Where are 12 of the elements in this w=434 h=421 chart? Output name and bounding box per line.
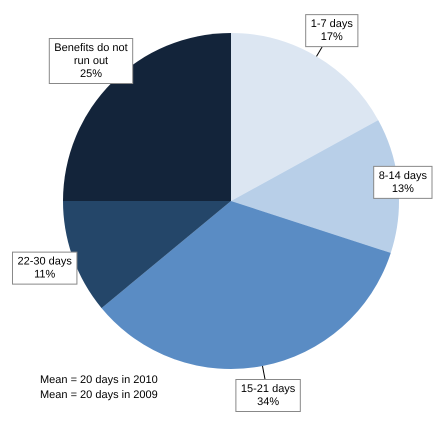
slice-label: 8-14 days	[378, 170, 428, 182]
data-label: 13%	[392, 182, 414, 195]
slice-label: 1-7 days	[310, 18, 354, 30]
slice-label: Benefits do not run out	[54, 42, 128, 68]
data-label: 34%	[257, 396, 280, 408]
slice-label: 22-30 days	[17, 256, 72, 268]
data-label: 17%	[320, 31, 344, 44]
data-label: 11%	[34, 268, 56, 281]
data-label: 25%	[80, 68, 102, 80]
text: Mean = 20 days in 2009	[40, 388, 158, 403]
slice-label: 15-21 days	[240, 383, 296, 396]
text: Mean = 20 days in 2010	[40, 373, 158, 388]
